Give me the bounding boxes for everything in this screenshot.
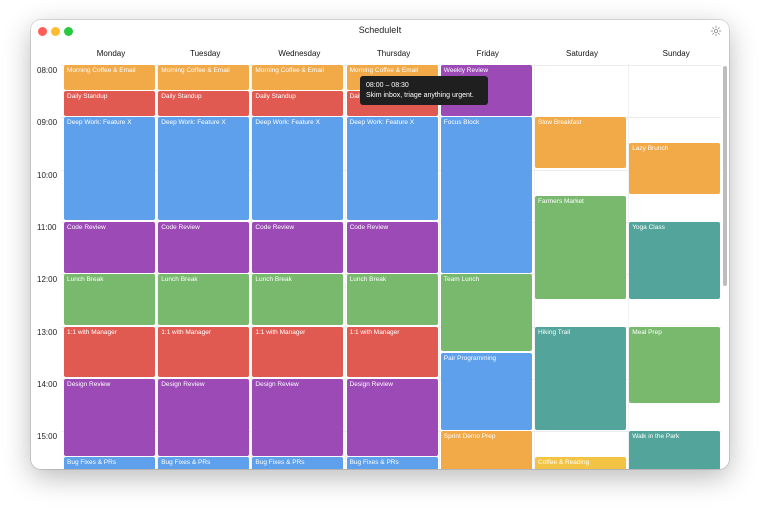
event-block[interactable]: Coffee & Reading <box>535 457 626 469</box>
event-block[interactable]: Daily Standup <box>252 91 344 116</box>
column-divider <box>156 64 158 469</box>
window-title: ScheduleIt <box>358 25 402 35</box>
day-header-thursday: Thursday <box>376 49 411 58</box>
zoom-button[interactable] <box>64 27 73 36</box>
event-block[interactable]: Design Review <box>346 378 438 456</box>
column-divider <box>250 64 252 469</box>
event-block[interactable]: Design Review <box>252 378 344 456</box>
event-block[interactable]: Bug Fixes & PRs <box>346 457 438 469</box>
column-divider <box>627 64 629 469</box>
event-block[interactable]: Hiking Trail <box>535 326 626 430</box>
hour-label: 10:00 <box>37 170 58 180</box>
event-block[interactable]: 1:1 with Manager <box>64 326 155 378</box>
event-block[interactable]: Lunch Break <box>252 274 344 325</box>
event-block[interactable]: Morning Coffee & Email <box>158 65 250 90</box>
hour-label: 13:00 <box>37 327 58 337</box>
day-header-friday: Friday <box>476 49 499 58</box>
day-headers: Monday Tuesday Wednesday Thursday Friday Satu… <box>31 44 729 64</box>
event-block[interactable]: Code Review <box>346 221 438 273</box>
event-block[interactable]: Code Review <box>158 221 250 273</box>
event-block[interactable]: 1:1 with Manager <box>158 326 250 378</box>
event-block[interactable]: Walk in the Park <box>629 431 721 469</box>
hour-label: 15:00 <box>37 432 58 442</box>
column-divider <box>439 64 441 469</box>
event-block[interactable]: Code Review <box>252 221 344 273</box>
tooltip-time: 08:00 – 08:30 <box>366 82 409 89</box>
hour-label: 14:00 <box>37 379 58 389</box>
event-block[interactable]: Lunch Break <box>346 274 438 325</box>
vertical-scrollbar[interactable] <box>723 66 727 286</box>
event-block[interactable]: Code Review <box>64 221 155 273</box>
event-block[interactable]: Bug Fixes & PRs <box>252 457 344 469</box>
hour-label: 08:00 <box>37 66 58 75</box>
event-block[interactable]: Daily Standup <box>158 91 250 116</box>
hour-label: 12:00 <box>37 275 58 285</box>
event-block[interactable]: 1:1 with Manager <box>252 326 344 378</box>
event-block[interactable]: Deep Work: Feature X <box>346 117 438 221</box>
hour-label: 09:00 <box>37 118 58 128</box>
day-header-sunday: Sunday <box>662 49 690 58</box>
event-block[interactable]: Slow Breakfast <box>535 117 626 169</box>
close-button[interactable] <box>38 27 47 36</box>
calendar-grid: 08:00 09:00 10:00 11:00 12:00 13:00 14:00 15:00… <box>31 64 729 469</box>
day-header-monday: Monday <box>96 49 126 58</box>
minimize-button[interactable] <box>51 27 60 36</box>
hour-label: 11:00 <box>37 222 57 232</box>
event-block[interactable]: Deep Work: Feature X <box>64 117 155 221</box>
event-block[interactable]: Yoga Class <box>629 221 721 299</box>
title-bar: ScheduleIt <box>31 20 729 44</box>
column-divider <box>533 64 535 469</box>
app-window: ScheduleIt Monday Tuesday Wednesday Thursda… <box>31 20 729 469</box>
event-block[interactable]: Team Lunch <box>440 274 532 352</box>
event-block[interactable]: Deep Work: Feature X <box>158 117 250 221</box>
event-block[interactable]: Design Review <box>158 378 250 456</box>
event-block[interactable]: Pair Programming <box>440 352 532 430</box>
event-block[interactable]: 1:1 with Manager <box>346 326 438 378</box>
column-divider <box>345 64 347 469</box>
event-block[interactable]: Lunch Break <box>158 274 250 325</box>
event-block[interactable]: Morning Coffee & Email <box>252 65 344 90</box>
event-block[interactable]: Lunch Break <box>64 274 155 325</box>
event-block[interactable]: Farmers Market <box>535 195 626 299</box>
event-tooltip: 08:00 – 08:30 Skim inbox, triage anythin… <box>360 76 488 105</box>
event-block[interactable]: Bug Fixes & PRs <box>64 457 155 469</box>
event-block[interactable]: Lazy Brunch <box>629 143 721 195</box>
event-block[interactable]: Deep Work: Feature X <box>252 117 344 221</box>
day-header-wednesday: Wednesday <box>278 49 321 58</box>
event-block[interactable]: Daily Standup <box>64 91 155 116</box>
gear-icon[interactable] <box>710 25 722 37</box>
tooltip-note: Skim inbox, triage anything urgent. <box>366 92 474 99</box>
event-block[interactable]: Focus Block <box>440 117 532 273</box>
event-block[interactable]: Morning Coffee & Email <box>64 65 155 90</box>
event-block[interactable]: Bug Fixes & PRs <box>158 457 250 469</box>
event-block[interactable]: Sprint Demo Prep <box>440 431 532 469</box>
day-header-tuesday: Tuesday <box>189 49 221 58</box>
event-block[interactable]: Design Review <box>64 378 155 456</box>
event-block[interactable]: Meal Prep <box>629 326 721 404</box>
day-header-saturday: Saturday <box>565 49 599 58</box>
